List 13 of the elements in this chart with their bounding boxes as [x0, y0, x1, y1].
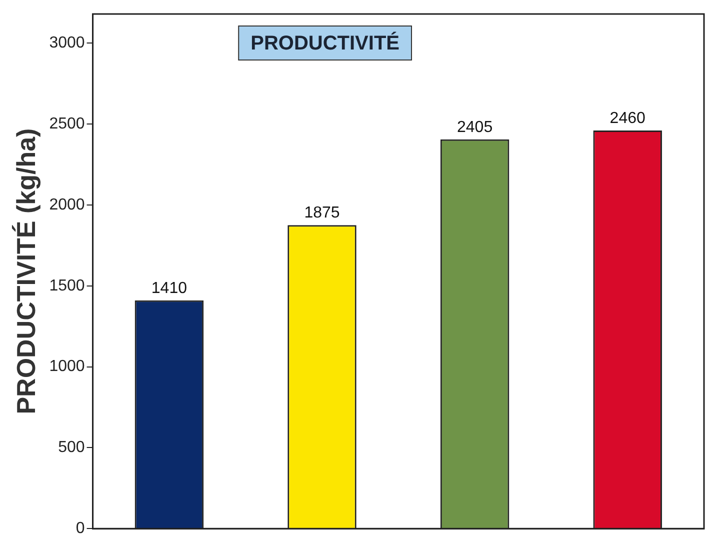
data-label: 2405: [457, 118, 493, 136]
data-label: 2460: [610, 110, 646, 127]
data-label: 1875: [304, 204, 340, 222]
y-tick-label: 2000: [49, 196, 85, 214]
y-tick-label: 1000: [49, 358, 85, 376]
y-tick-label: 2500: [49, 115, 85, 132]
y-tick-label: 0: [76, 520, 85, 538]
y-tick-label: 3000: [49, 34, 85, 52]
y-axis-title: PRODUCTIVITÉ (kg/ha): [10, 128, 41, 414]
y-tick-label: 500: [58, 439, 85, 456]
y-tick-label: 1500: [49, 277, 85, 294]
data-label: 1410: [151, 280, 188, 297]
text: PRODUCTIVITÉ: [250, 32, 400, 55]
